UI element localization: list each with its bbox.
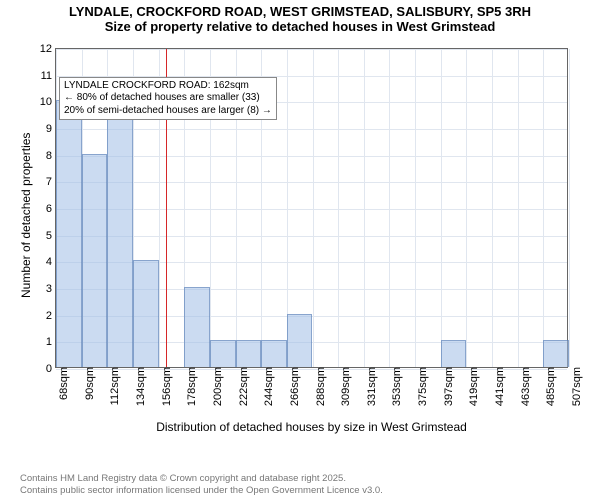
gridline-v xyxy=(338,49,339,367)
x-tick-label: 353sqm xyxy=(389,367,403,406)
histogram-bar xyxy=(184,287,210,367)
chart-titles: LYNDALE, CROCKFORD ROAD, WEST GRIMSTEAD,… xyxy=(0,4,600,34)
x-tick-label: 178sqm xyxy=(184,367,198,406)
x-tick-label: 441sqm xyxy=(492,367,506,406)
x-tick-label: 200sqm xyxy=(210,367,224,406)
y-axis-label: Number of detached properties xyxy=(19,133,33,298)
histogram-bar xyxy=(261,340,287,367)
x-tick-label: 68sqm xyxy=(56,367,70,400)
y-tick-label: 10 xyxy=(28,96,56,108)
footer-line-1: Contains HM Land Registry data © Crown c… xyxy=(20,473,383,484)
x-tick-label: 112sqm xyxy=(107,367,121,405)
gridline-v xyxy=(569,49,570,367)
gridline-v xyxy=(492,49,493,367)
gridline-v xyxy=(364,49,365,367)
x-tick-label: 222sqm xyxy=(236,367,250,406)
plot-region: 012345678910111268sqm90sqm112sqm134sqm15… xyxy=(55,48,568,368)
y-tick-label: 0 xyxy=(28,363,56,375)
x-tick-label: 288sqm xyxy=(313,367,327,406)
y-tick-label: 11 xyxy=(28,70,56,82)
title-line-1: LYNDALE, CROCKFORD ROAD, WEST GRIMSTEAD,… xyxy=(0,4,600,19)
y-tick-label: 2 xyxy=(28,310,56,322)
gridline-v xyxy=(415,49,416,367)
histogram-bar xyxy=(441,340,467,367)
info-line-2: ← 80% of detached houses are smaller (33… xyxy=(64,92,272,105)
y-tick-label: 1 xyxy=(28,336,56,348)
gridline-v xyxy=(466,49,467,367)
gridline-v xyxy=(313,49,314,367)
attribution-footer: Contains HM Land Registry data © Crown c… xyxy=(20,473,383,496)
gridline-v xyxy=(543,49,544,367)
histogram-bar xyxy=(133,260,159,367)
gridline-v xyxy=(441,49,442,367)
gridline-v xyxy=(518,49,519,367)
histogram-bar xyxy=(210,340,236,367)
info-box: LYNDALE CROCKFORD ROAD: 162sqm ← 80% of … xyxy=(59,77,277,121)
footer-line-2: Contains public sector information licen… xyxy=(20,485,383,496)
x-tick-label: 485sqm xyxy=(543,367,557,406)
x-tick-label: 507sqm xyxy=(569,367,583,406)
x-axis-label: Distribution of detached houses by size … xyxy=(55,420,568,434)
x-tick-label: 375sqm xyxy=(415,367,429,406)
x-tick-label: 156sqm xyxy=(159,367,173,406)
histogram-bar xyxy=(287,314,313,367)
y-tick-label: 12 xyxy=(28,43,56,55)
histogram-bar xyxy=(107,100,133,367)
info-line-1: LYNDALE CROCKFORD ROAD: 162sqm xyxy=(64,80,272,93)
x-tick-label: 134sqm xyxy=(133,367,147,406)
gridline-v xyxy=(389,49,390,367)
x-tick-label: 309sqm xyxy=(338,367,352,406)
histogram-bar xyxy=(82,154,108,367)
x-tick-label: 463sqm xyxy=(518,367,532,406)
info-line-3: 20% of semi-detached houses are larger (… xyxy=(64,105,272,118)
x-tick-label: 90sqm xyxy=(82,367,96,400)
x-tick-label: 244sqm xyxy=(261,367,275,406)
x-tick-label: 266sqm xyxy=(287,367,301,406)
x-tick-label: 419sqm xyxy=(466,367,480,406)
chart-area: 012345678910111268sqm90sqm112sqm134sqm15… xyxy=(55,48,568,368)
histogram-bar xyxy=(56,100,82,367)
x-tick-label: 331sqm xyxy=(364,367,378,406)
title-line-2: Size of property relative to detached ho… xyxy=(0,19,600,34)
x-tick-label: 397sqm xyxy=(441,367,455,406)
histogram-bar xyxy=(236,340,262,367)
histogram-bar xyxy=(543,340,569,367)
